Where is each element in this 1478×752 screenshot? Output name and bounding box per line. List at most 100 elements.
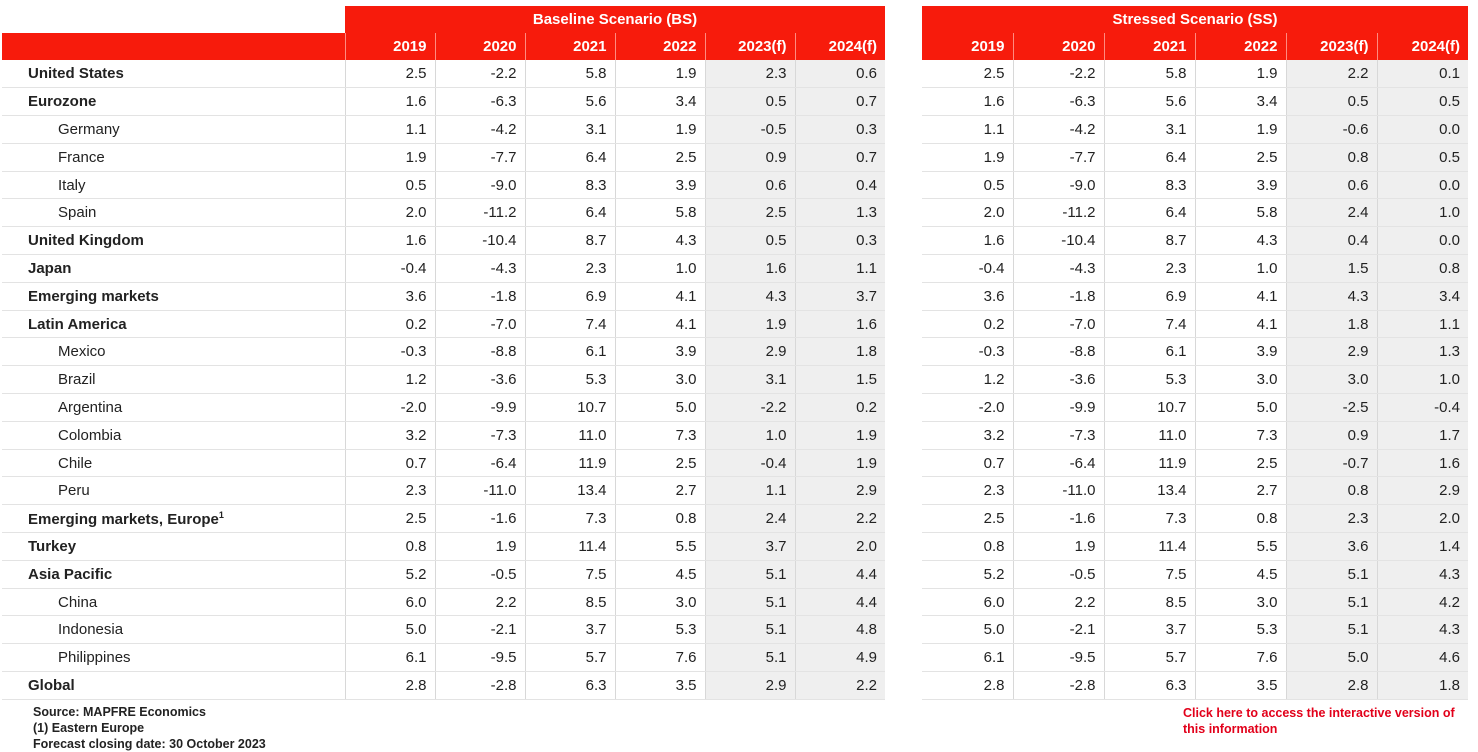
table-row: 3.2 -7.3 11.0 7.3 0.9 1.7 [922, 421, 1468, 450]
baseline-value-cell: -0.5 [704, 115, 795, 144]
baseline-value-cell: 3.4 [614, 87, 705, 117]
baseline-value-cell: 7.6 [614, 643, 705, 673]
baseline-value-cell: 3.0 [614, 365, 705, 395]
stressed-value-cell: -2.2 [1012, 60, 1104, 89]
stressed-value-cell: 4.3 [1376, 615, 1468, 645]
baseline-value-cell: 5.3 [524, 365, 615, 395]
table-row: Chile 0.7 -6.4 11.9 2.5 -0.4 1.9 [2, 449, 885, 478]
stressed-value-cell: -0.4 [922, 254, 1013, 283]
row-label-text: Emerging markets [28, 287, 159, 305]
row-label-text: Japan [28, 259, 72, 277]
stressed-value-cell: -0.4 [1376, 393, 1468, 422]
baseline-value-cell: -11.0 [434, 476, 525, 506]
stressed-value-cell: 11.0 [1103, 421, 1195, 450]
baseline-value-cell: 3.7 [794, 282, 885, 311]
baseline-value-cell: -4.3 [434, 254, 525, 283]
table-row: Emerging markets 3.6 -1.8 6.9 4.1 4.3 3.7 [2, 282, 885, 311]
baseline-value-cell: 1.9 [344, 143, 435, 172]
stressed-value-cell: 0.7 [922, 449, 1013, 478]
stressed-value-cell: -7.3 [1012, 421, 1104, 450]
stressed-value-cell: 2.4 [1285, 198, 1377, 228]
row-label-text: Philippines [58, 649, 131, 667]
baseline-value-cell: 2.8 [344, 671, 435, 700]
stressed-value-cell: -7.0 [1012, 310, 1104, 339]
baseline-value-cell: 11.4 [524, 532, 615, 561]
stressed-value-cell: 6.4 [1103, 198, 1195, 228]
stressed-value-cell: 3.6 [922, 282, 1013, 311]
stressed-value-cell: 5.2 [922, 560, 1013, 589]
row-label-text: Asia Pacific [28, 565, 113, 583]
stressed-value-cell: 4.3 [1194, 226, 1286, 256]
table-row: 3.6 -1.8 6.9 4.1 4.3 3.4 [922, 282, 1468, 311]
stressed-value-cell: 1.2 [922, 365, 1013, 395]
baseline-value-cell: -7.0 [434, 310, 525, 339]
baseline-value-cell: 2.5 [344, 504, 435, 534]
table-row: China 6.0 2.2 8.5 3.0 5.1 4.4 [2, 588, 885, 617]
baseline-value-cell: 6.1 [344, 643, 435, 673]
baseline-value-cell: 0.2 [794, 393, 885, 422]
row-label-text: Chile [58, 454, 93, 472]
stressed-value-cell: -3.6 [1012, 365, 1104, 395]
stressed-value-cell: 2.3 [922, 476, 1013, 506]
stressed-value-cell: 1.9 [1012, 532, 1104, 561]
stressed-value-cell: 3.0 [1194, 365, 1286, 395]
stressed-value-cell: 5.8 [1194, 198, 1286, 228]
stressed-year-header: 2020 [1012, 33, 1104, 60]
baseline-value-cell: -6.4 [434, 449, 525, 478]
stressed-value-cell: 2.7 [1194, 476, 1286, 506]
baseline-value-cell: 1.5 [794, 365, 885, 395]
baseline-value-cell: 1.2 [344, 365, 435, 395]
stressed-value-cell: -7.7 [1012, 143, 1104, 172]
stressed-value-cell: 3.0 [1285, 365, 1377, 395]
stressed-value-cell: 3.1 [1103, 115, 1195, 144]
stressed-value-cell: 1.4 [1376, 532, 1468, 561]
baseline-value-cell: 7.3 [524, 504, 615, 534]
row-label: Italy [2, 171, 345, 200]
stressed-value-cell: 10.7 [1103, 393, 1195, 422]
stressed-value-cell: 1.6 [922, 226, 1013, 256]
baseline-value-cell: 5.8 [524, 60, 615, 89]
stressed-value-cell: 5.1 [1285, 588, 1377, 617]
row-label: Emerging markets, Europe1 [2, 504, 345, 534]
baseline-value-cell: 1.9 [434, 532, 525, 561]
baseline-value-cell: 5.7 [524, 643, 615, 673]
stressed-scenario-header: Stressed Scenario (SS) [922, 6, 1468, 33]
stressed-value-cell: 3.4 [1194, 87, 1286, 117]
table-row: Japan -0.4 -4.3 2.3 1.0 1.6 1.1 [2, 254, 885, 283]
baseline-value-cell: 5.0 [344, 615, 435, 645]
baseline-value-cell: -9.0 [434, 171, 525, 200]
stressed-value-cell: -2.5 [1285, 393, 1377, 422]
stressed-value-cell: 7.5 [1103, 560, 1195, 589]
baseline-value-cell: 1.0 [704, 421, 795, 450]
baseline-value-cell: 3.6 [344, 282, 435, 311]
row-label: Mexico [2, 337, 345, 367]
baseline-value-cell: -9.5 [434, 643, 525, 673]
table-row: Peru 2.3 -11.0 13.4 2.7 1.1 2.9 [2, 476, 885, 506]
label-column-header [2, 33, 345, 60]
row-label-text: China [58, 593, 98, 611]
baseline-value-cell: 1.9 [794, 421, 885, 450]
table-row: United States 2.5 -2.2 5.8 1.9 2.3 0.6 [2, 60, 885, 89]
row-label: United States [2, 60, 345, 89]
stressed-value-cell: 2.5 [1194, 449, 1286, 478]
baseline-value-cell: 3.7 [524, 615, 615, 645]
blank-header [2, 6, 345, 33]
stressed-value-cell: 5.6 [1103, 87, 1195, 117]
stressed-value-cell: 0.8 [922, 532, 1013, 561]
stressed-value-cell: 4.2 [1376, 588, 1468, 617]
baseline-year-header: 2023(f) [704, 33, 795, 60]
stressed-value-cell: 3.7 [1103, 615, 1195, 645]
baseline-value-cell: -2.8 [434, 671, 525, 700]
baseline-value-cell: 1.1 [704, 476, 795, 506]
baseline-value-cell: 6.9 [524, 282, 615, 311]
baseline-value-cell: 2.5 [614, 143, 705, 172]
stressed-year-header: 2021 [1103, 33, 1195, 60]
stressed-value-cell: -0.5 [1012, 560, 1104, 589]
stressed-value-cell: -8.8 [1012, 337, 1104, 367]
interactive-version-link[interactable]: Click here to access the interactive ver… [1183, 706, 1455, 736]
row-label-text: Emerging markets, Europe [28, 510, 219, 528]
row-label-text: Latin America [28, 315, 127, 333]
table-row: 6.0 2.2 8.5 3.0 5.1 4.2 [922, 588, 1468, 617]
baseline-value-cell: 5.0 [614, 393, 705, 422]
stressed-value-cell: 4.3 [1285, 282, 1377, 311]
